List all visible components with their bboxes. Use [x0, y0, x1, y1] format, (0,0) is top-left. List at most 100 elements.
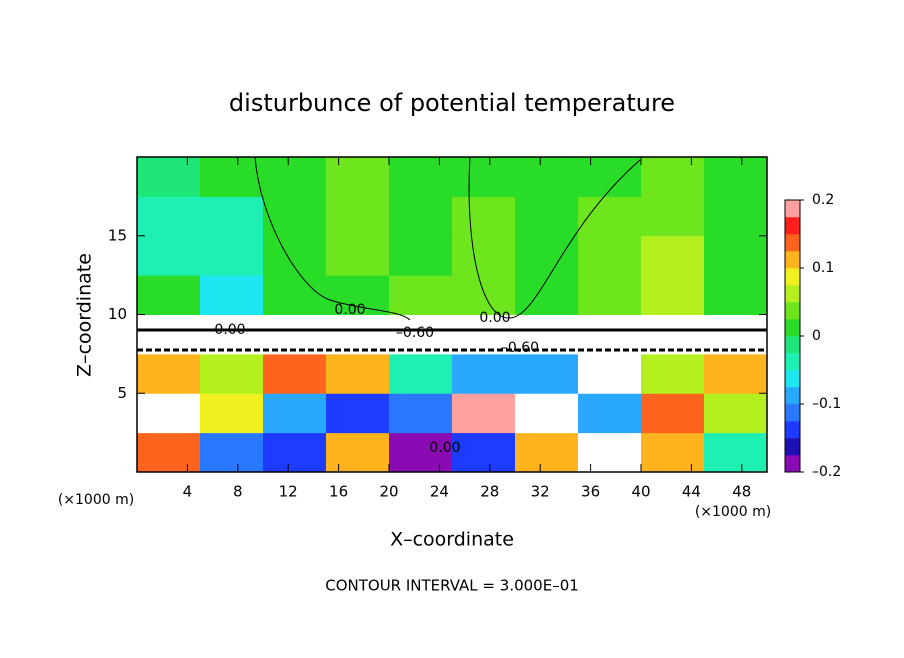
field-cell [326, 157, 390, 197]
x-tick-label: 28 [480, 483, 499, 501]
field-cell [263, 353, 327, 394]
field-cell [137, 353, 201, 394]
field-cell [641, 314, 705, 355]
field-cell [200, 353, 264, 394]
contour-label: 0.00 [429, 440, 460, 456]
x-axis-label: X–coordinate [390, 529, 514, 551]
x-tick-label: 24 [430, 483, 449, 501]
colorbar-swatch [785, 353, 800, 371]
field-cell [704, 432, 768, 473]
field-cell [326, 353, 390, 394]
field-cell [137, 157, 201, 197]
field-cell [452, 432, 516, 473]
field-cell [263, 275, 327, 315]
chart-title: disturbunce of potential temperature [229, 89, 675, 117]
field-cell [515, 157, 579, 197]
field-cell [641, 353, 705, 394]
field-cell [452, 275, 516, 315]
y-tick-label: 15 [108, 226, 127, 244]
contour-label: –0.60 [396, 325, 434, 341]
field-cell [578, 196, 642, 237]
field-cell [452, 196, 516, 237]
x-tick-label: 36 [581, 483, 600, 501]
field-cell [578, 353, 642, 394]
field-cell [326, 235, 390, 276]
field-cell [515, 196, 579, 237]
field-cell [641, 235, 705, 276]
field-cell [515, 432, 579, 473]
field-cell [704, 157, 768, 197]
field-cell [389, 275, 453, 315]
x-tick-label: 12 [279, 483, 298, 501]
colorbar-swatch [785, 319, 800, 337]
annotation: CONTOUR INTERVAL = 3.000E–01 [325, 577, 579, 595]
colorbar-swatch [785, 438, 800, 456]
field-cell [263, 432, 327, 473]
colorbar-swatch [785, 285, 800, 303]
field-cell [263, 157, 327, 197]
colorbar-tick-label: –0.1 [812, 396, 841, 412]
field-cell [137, 275, 201, 315]
field-cell [578, 157, 642, 197]
x-tick-label: 44 [682, 483, 701, 501]
field-cell [137, 432, 201, 473]
contour-label: 0.00 [479, 310, 510, 326]
field-cell [389, 353, 453, 394]
colorbar-swatch [785, 455, 800, 473]
colorbar-swatch [785, 302, 800, 320]
colorbar-swatch [785, 200, 800, 218]
colorbar-swatch [785, 234, 800, 252]
field-cell [515, 235, 579, 276]
x-tick-label: 40 [631, 483, 650, 501]
field-cell [515, 275, 579, 315]
field-cell [326, 432, 390, 473]
field-cell [578, 314, 642, 355]
field-cell [452, 235, 516, 276]
field-cell [326, 275, 390, 315]
field-cell [137, 196, 201, 237]
field [137, 157, 768, 473]
field-cell [704, 235, 768, 276]
field-cell [641, 275, 705, 315]
field-cell [704, 393, 768, 434]
field-cell [452, 393, 516, 434]
x-tick-label: 32 [531, 483, 550, 501]
field-cell [515, 353, 579, 394]
field-cell [452, 157, 516, 197]
contour-label: 0.00 [334, 302, 365, 318]
field-cell [326, 196, 390, 237]
field-cell [578, 275, 642, 315]
field-cell [389, 393, 453, 434]
colorbar-swatch [785, 336, 800, 354]
x-tick-label: 4 [183, 483, 193, 501]
colorbar-swatch [785, 251, 800, 269]
colorbar-swatch [785, 370, 800, 388]
x-tick-label: 8 [233, 483, 243, 501]
field-cell [263, 235, 327, 276]
colorbar-tick-label: 0.1 [812, 260, 834, 276]
field-cell [137, 393, 201, 434]
field-cell [578, 393, 642, 434]
colorbar-swatch [785, 421, 800, 439]
field-cell [515, 314, 579, 355]
colorbar-tick-label: 0 [812, 328, 821, 344]
field-cell [137, 314, 201, 355]
x-tick-label: 16 [329, 483, 348, 501]
field-cell [200, 314, 264, 355]
y-tick-label: 5 [117, 384, 127, 402]
field-cell [389, 196, 453, 237]
field-cell [263, 393, 327, 434]
field-cell [578, 432, 642, 473]
contour-line [468, 156, 641, 319]
field-cell [641, 196, 705, 237]
x-unit: (×1000 m) [695, 504, 771, 520]
field-cell [200, 393, 264, 434]
field-cell [200, 235, 264, 276]
field-cell [641, 157, 705, 197]
field-cell [389, 314, 453, 355]
field-cell [704, 353, 768, 394]
contour-lines [137, 156, 767, 352]
field-cell [704, 314, 768, 355]
field-cell [452, 353, 516, 394]
